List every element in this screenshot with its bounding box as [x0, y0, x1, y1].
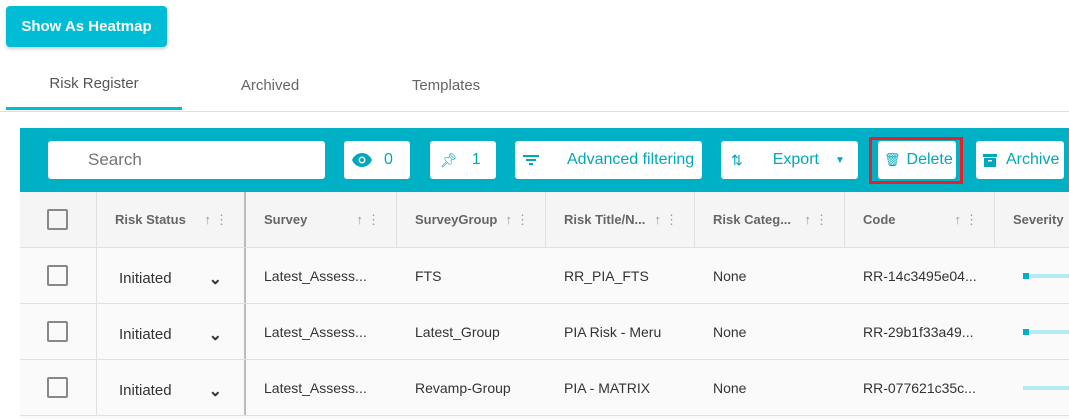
- severity-bar: [1023, 328, 1069, 335]
- export-label: Export: [772, 151, 819, 168]
- sort-menu-icon[interactable]: ↑⋮: [654, 211, 682, 227]
- archive-button[interactable]: Archive: [976, 141, 1064, 179]
- tab-archived[interactable]: Archived: [240, 76, 300, 94]
- status-value: Initiated: [119, 382, 172, 399]
- advanced-filtering-label: Advanced filtering: [567, 151, 695, 168]
- survey-group-cell: Latest_Group: [415, 323, 500, 340]
- column-header[interactable]: Survey ↑⋮: [246, 192, 397, 247]
- code-cell: RR-077621c35c...: [863, 379, 976, 396]
- column-header[interactable]: Risk Categ... ↑⋮: [695, 192, 845, 247]
- sort-menu-icon[interactable]: ↑⋮: [505, 211, 533, 227]
- sort-arrows-icon: ⇅: [731, 151, 743, 168]
- row-checkbox[interactable]: [47, 377, 68, 398]
- table-header: Risk Status ↑⋮ Survey ↑⋮ SurveyGroup ↑⋮ Ris…: [20, 192, 1069, 248]
- column-label: Survey: [264, 212, 308, 227]
- risk-status-dropdown[interactable]: Initiated ⌄: [97, 304, 246, 359]
- search-input[interactable]: [48, 141, 325, 179]
- chevron-down-icon: ⌄: [208, 326, 222, 344]
- sort-menu-icon[interactable]: ↑⋮: [356, 211, 384, 227]
- filter-icon: [523, 155, 539, 165]
- survey-group-cell: FTS: [415, 267, 442, 284]
- code-cell: RR-14c3495e04...: [863, 267, 977, 284]
- select-cell: [20, 304, 97, 359]
- column-label: Severity: [1013, 212, 1064, 227]
- column-label: Risk Title/N...: [564, 212, 646, 227]
- column-label: Risk Status: [115, 212, 186, 227]
- severity-bar: [1023, 385, 1069, 390]
- select-all-cell: [20, 192, 97, 247]
- severity-cell: [995, 248, 1069, 303]
- pin-count: 1: [471, 151, 481, 168]
- severity-cell: [995, 304, 1069, 359]
- survey-cell: Latest_Assess...: [264, 323, 367, 340]
- status-value: Initiated: [119, 326, 172, 343]
- risk-status-dropdown[interactable]: Initiated ⌄: [97, 360, 246, 415]
- show-as-heatmap-button[interactable]: Show As Heatmap: [6, 6, 167, 47]
- view-button[interactable]: 0: [344, 141, 410, 179]
- pin-button[interactable]: 📌︎ 1: [430, 141, 496, 179]
- survey-group-cell: Revamp-Group: [415, 379, 511, 396]
- tab-risk-register[interactable]: Risk Register: [6, 60, 182, 110]
- archive-label: Archive: [1006, 151, 1060, 168]
- survey-cell: Latest_Assess...: [264, 379, 367, 396]
- highlight-box: [869, 137, 963, 184]
- column-header[interactable]: Risk Title/N... ↑⋮: [546, 192, 695, 247]
- archive-icon: [983, 153, 997, 167]
- severity-bar: [1023, 272, 1069, 279]
- column-label: SurveyGroup: [415, 212, 498, 227]
- sort-menu-icon[interactable]: ↑⋮: [204, 211, 232, 227]
- sort-menu-icon[interactable]: ↑⋮: [954, 211, 982, 227]
- severity-fill: [1023, 328, 1029, 335]
- risk-status-dropdown[interactable]: Initiated ⌄: [97, 248, 246, 303]
- trash-icon: 🗑︎: [884, 152, 901, 167]
- risk-title-cell: PIA - MATRIX: [564, 379, 651, 396]
- risk-category-cell: None: [713, 379, 747, 396]
- delete-button[interactable]: 🗑︎ Delete: [878, 141, 956, 179]
- sort-menu-icon[interactable]: ↑⋮: [804, 211, 832, 227]
- survey-cell: Latest_Assess...: [264, 267, 367, 284]
- column-label: Code: [863, 212, 896, 227]
- pin-icon: 📌︎: [440, 151, 458, 168]
- chevron-down-icon: ⌄: [208, 270, 222, 288]
- select-cell: [20, 360, 97, 415]
- table-row[interactable]: Initiated ⌄ Latest_Assess... Latest_Group…: [20, 304, 1069, 360]
- column-header[interactable]: Severity: [995, 192, 1069, 247]
- table-row[interactable]: Initiated ⌄ Latest_Assess... Revamp-Group…: [20, 360, 1069, 416]
- code-cell: RR-29b1f33a49...: [863, 323, 974, 340]
- advanced-filtering-button[interactable]: Advanced filtering: [515, 141, 702, 179]
- column-header[interactable]: SurveyGroup ↑⋮: [397, 192, 546, 247]
- tab-templates[interactable]: Templates: [411, 76, 481, 94]
- risk-title-cell: RR_PIA_FTS: [564, 267, 649, 284]
- severity-cell: [995, 360, 1069, 415]
- row-checkbox[interactable]: [47, 321, 68, 342]
- table-toolbar: 0 📌︎ 1 Advanced filtering ⇅ Export ▼ 🗑︎ …: [20, 128, 1069, 192]
- delete-label: Delete: [906, 151, 953, 168]
- view-count: 0: [384, 151, 393, 168]
- eye-icon: [352, 153, 372, 167]
- risk-table: Risk Status ↑⋮ Survey ↑⋮ SurveyGroup ↑⋮ Ris…: [20, 192, 1069, 419]
- severity-fill: [1023, 272, 1029, 279]
- column-header[interactable]: Code ↑⋮: [845, 192, 995, 247]
- export-button[interactable]: ⇅ Export ▼: [721, 141, 858, 179]
- risk-title-cell: PIA Risk - Meru: [564, 323, 662, 340]
- tab-bar: Risk Register Archived Templates: [0, 60, 1069, 112]
- row-checkbox[interactable]: [47, 265, 68, 286]
- table-row[interactable]: Initiated ⌄ Latest_Assess... FTS RR_PIA_F…: [20, 248, 1069, 304]
- column-label: Risk Categ...: [713, 212, 792, 227]
- chevron-down-icon: ⌄: [208, 382, 222, 400]
- select-all-checkbox[interactable]: [47, 209, 68, 230]
- caret-down-icon: ▼: [834, 154, 845, 166]
- column-header[interactable]: Risk Status ↑⋮: [97, 192, 246, 247]
- risk-category-cell: None: [713, 323, 747, 340]
- risk-category-cell: None: [713, 267, 747, 284]
- status-value: Initiated: [119, 270, 172, 287]
- select-cell: [20, 248, 97, 303]
